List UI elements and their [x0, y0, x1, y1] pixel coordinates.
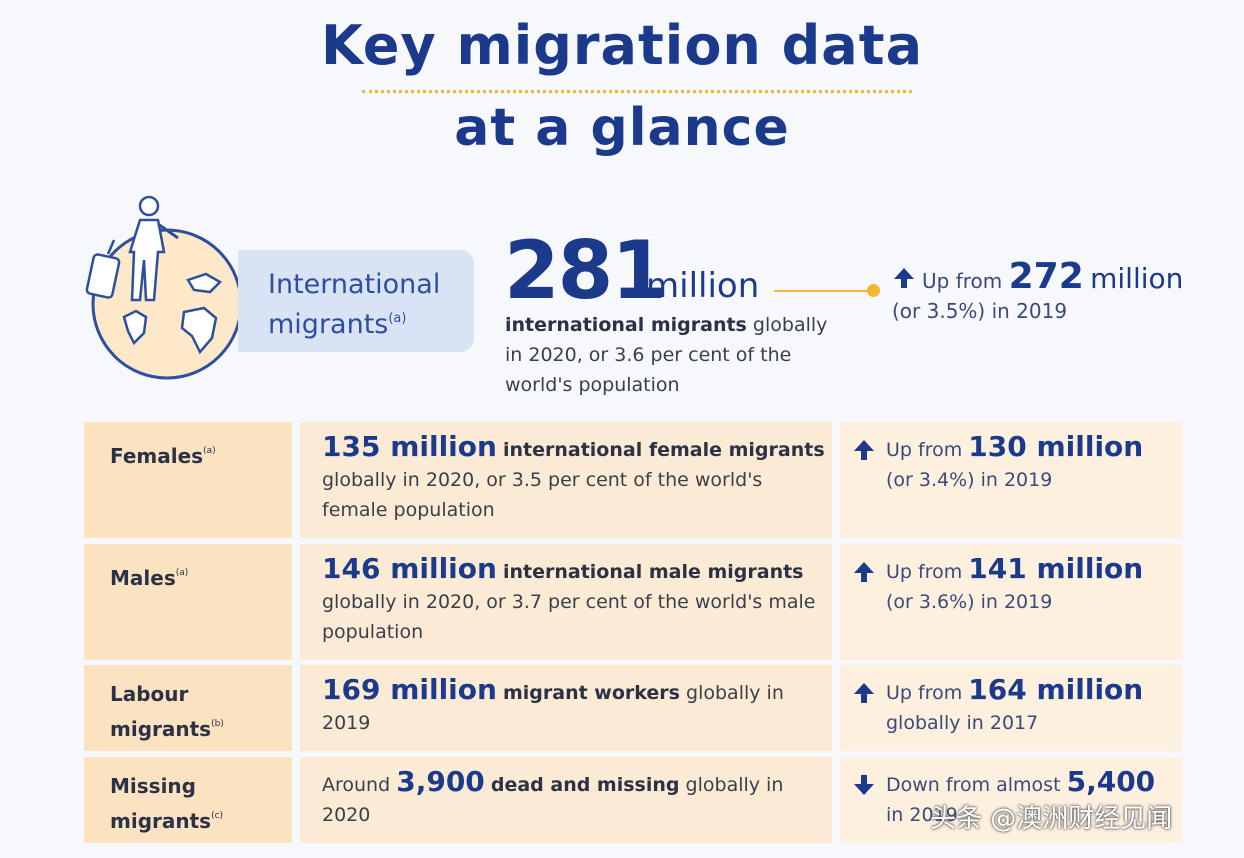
- row-label: Males(a): [110, 566, 189, 590]
- row-description: 169 million migrant workers globally in …: [322, 673, 784, 735]
- arrow-up-icon: [854, 683, 874, 703]
- table-row: Missing migrants(c) Around 3,900 dead and …: [84, 757, 1182, 843]
- row-description: Around 3,900 dead and missing globally i…: [322, 765, 784, 827]
- table-row: Females(a) 135 million international fema…: [84, 422, 1182, 538]
- arrow-up-icon: [894, 268, 914, 288]
- international-migrants-label: International migrants(a): [238, 250, 474, 352]
- title-divider: [362, 90, 912, 94]
- row-label: Labour migrants(b): [110, 682, 224, 741]
- hero-number: 281: [504, 224, 667, 317]
- row-description: 146 million international male migrants …: [322, 552, 816, 644]
- page-title-line2: at a glance: [454, 98, 790, 158]
- row-label: Missing migrants(c): [110, 774, 224, 833]
- hero-unit: million: [646, 266, 760, 306]
- traveler-globe-icon: [84, 192, 254, 392]
- row-description-cell: 135 million international female migrant…: [300, 422, 832, 538]
- hero-change: Up from 272 million (or 3.5%) in 2019: [892, 256, 1184, 324]
- row-label-cell: Females(a): [84, 422, 292, 538]
- row-change-cell: Up from 164 million globally in 2017: [840, 665, 1182, 751]
- row-label-cell: Males(a): [84, 544, 292, 660]
- row-label: Females(a): [110, 444, 216, 468]
- row-description-cell: 169 million migrant workers globally in …: [300, 665, 832, 751]
- hero-description: international migrants globally in 2020,…: [505, 314, 828, 396]
- arrow-up-icon: [854, 440, 874, 460]
- row-label-cell: Missing migrants(c): [84, 757, 292, 843]
- row-description: 135 million international female migrant…: [322, 430, 825, 522]
- table-row: Males(a) 146 million international male m…: [84, 544, 1182, 660]
- watermark: 头条 @澳洲财经见闻: [930, 804, 1173, 834]
- row-change-cell: Down from almost 5,400 in 2019: [840, 757, 1182, 843]
- row-description-cell: Around 3,900 dead and missing globally i…: [300, 757, 832, 843]
- page-title-line1: Key migration data: [320, 14, 924, 77]
- row-label-cell: Labour migrants(b): [84, 665, 292, 751]
- table-row: Labour migrants(b) 169 million migrant wor…: [84, 665, 1182, 751]
- row-change: Down from almost 5,400 in 2019: [852, 767, 1182, 830]
- row-change-cell: Up from 141 million (or 3.6%) in 2019: [840, 544, 1182, 660]
- arrow-down-icon: [854, 775, 874, 795]
- row-change-cell: Up from 130 million (or 3.4%) in 2019: [840, 422, 1182, 538]
- row-description-cell: 146 million international male migrants …: [300, 544, 832, 660]
- row-change: Up from 130 million (or 3.4%) in 2019: [852, 432, 1182, 495]
- row-change: Up from 164 million globally in 2017: [852, 675, 1182, 738]
- connector-line: [774, 290, 874, 292]
- connector-dot: [867, 284, 880, 297]
- arrow-up-icon: [854, 562, 874, 582]
- row-change: Up from 141 million (or 3.6%) in 2019: [852, 554, 1182, 617]
